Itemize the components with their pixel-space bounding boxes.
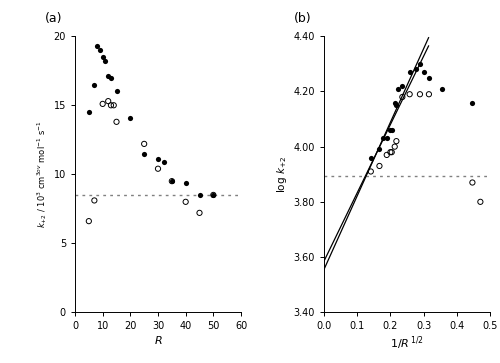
Point <box>182 180 190 185</box>
Text: (b): (b) <box>294 12 312 25</box>
Point <box>406 91 413 97</box>
Point <box>376 163 384 169</box>
Point <box>90 82 98 87</box>
Point <box>196 192 203 198</box>
Point <box>425 75 433 81</box>
Point <box>210 192 218 198</box>
Point <box>390 144 398 150</box>
Point <box>398 83 406 89</box>
Point <box>394 86 402 91</box>
Point <box>168 178 176 184</box>
Point <box>416 91 424 97</box>
Point <box>388 127 396 133</box>
Point <box>112 89 120 94</box>
Text: (a): (a) <box>45 12 62 25</box>
Point <box>107 75 115 81</box>
Point <box>96 47 104 53</box>
Point <box>168 178 176 184</box>
Point <box>93 43 101 49</box>
Point <box>102 58 110 64</box>
Point <box>210 192 218 198</box>
X-axis label: $R$: $R$ <box>154 334 162 346</box>
Point <box>379 135 387 141</box>
Point <box>382 152 390 158</box>
Point <box>85 218 93 224</box>
Point <box>425 91 433 97</box>
Point <box>104 98 112 104</box>
Point <box>390 99 398 105</box>
Point <box>85 109 93 115</box>
Point <box>90 197 98 203</box>
Point <box>154 166 162 172</box>
Y-axis label: $\log\,k_{+2}$: $\log\,k_{+2}$ <box>276 156 289 193</box>
Point <box>392 102 400 108</box>
Point <box>468 99 476 105</box>
Point <box>376 147 384 152</box>
Point <box>386 127 394 133</box>
Point <box>367 168 375 174</box>
Point <box>416 61 424 67</box>
Point <box>126 115 134 121</box>
Point <box>154 156 162 162</box>
Point <box>476 199 484 205</box>
Point <box>182 199 190 205</box>
Point <box>110 102 118 108</box>
Point <box>382 135 390 141</box>
Point <box>160 159 168 165</box>
Point <box>388 149 396 155</box>
Point <box>438 86 446 91</box>
Point <box>104 73 112 79</box>
X-axis label: $1/R^{\,1/2}$: $1/R^{\,1/2}$ <box>390 334 424 352</box>
Point <box>112 119 120 125</box>
Point <box>420 69 428 75</box>
Point <box>367 155 375 160</box>
Point <box>412 66 420 72</box>
Point <box>107 102 115 108</box>
Point <box>196 210 203 216</box>
Point <box>140 141 148 147</box>
Y-axis label: $k_{+2}$ / 10$^{3}$ cm$^{3ov}$ mol$^{-1}$ s$^{-1}$: $k_{+2}$ / 10$^{3}$ cm$^{3ov}$ mol$^{-1}… <box>36 121 50 228</box>
Point <box>98 54 106 60</box>
Point <box>392 138 400 144</box>
Point <box>386 149 394 155</box>
Point <box>468 180 476 185</box>
Point <box>406 69 413 75</box>
Point <box>398 94 406 100</box>
Point <box>98 101 106 107</box>
Point <box>140 151 148 156</box>
